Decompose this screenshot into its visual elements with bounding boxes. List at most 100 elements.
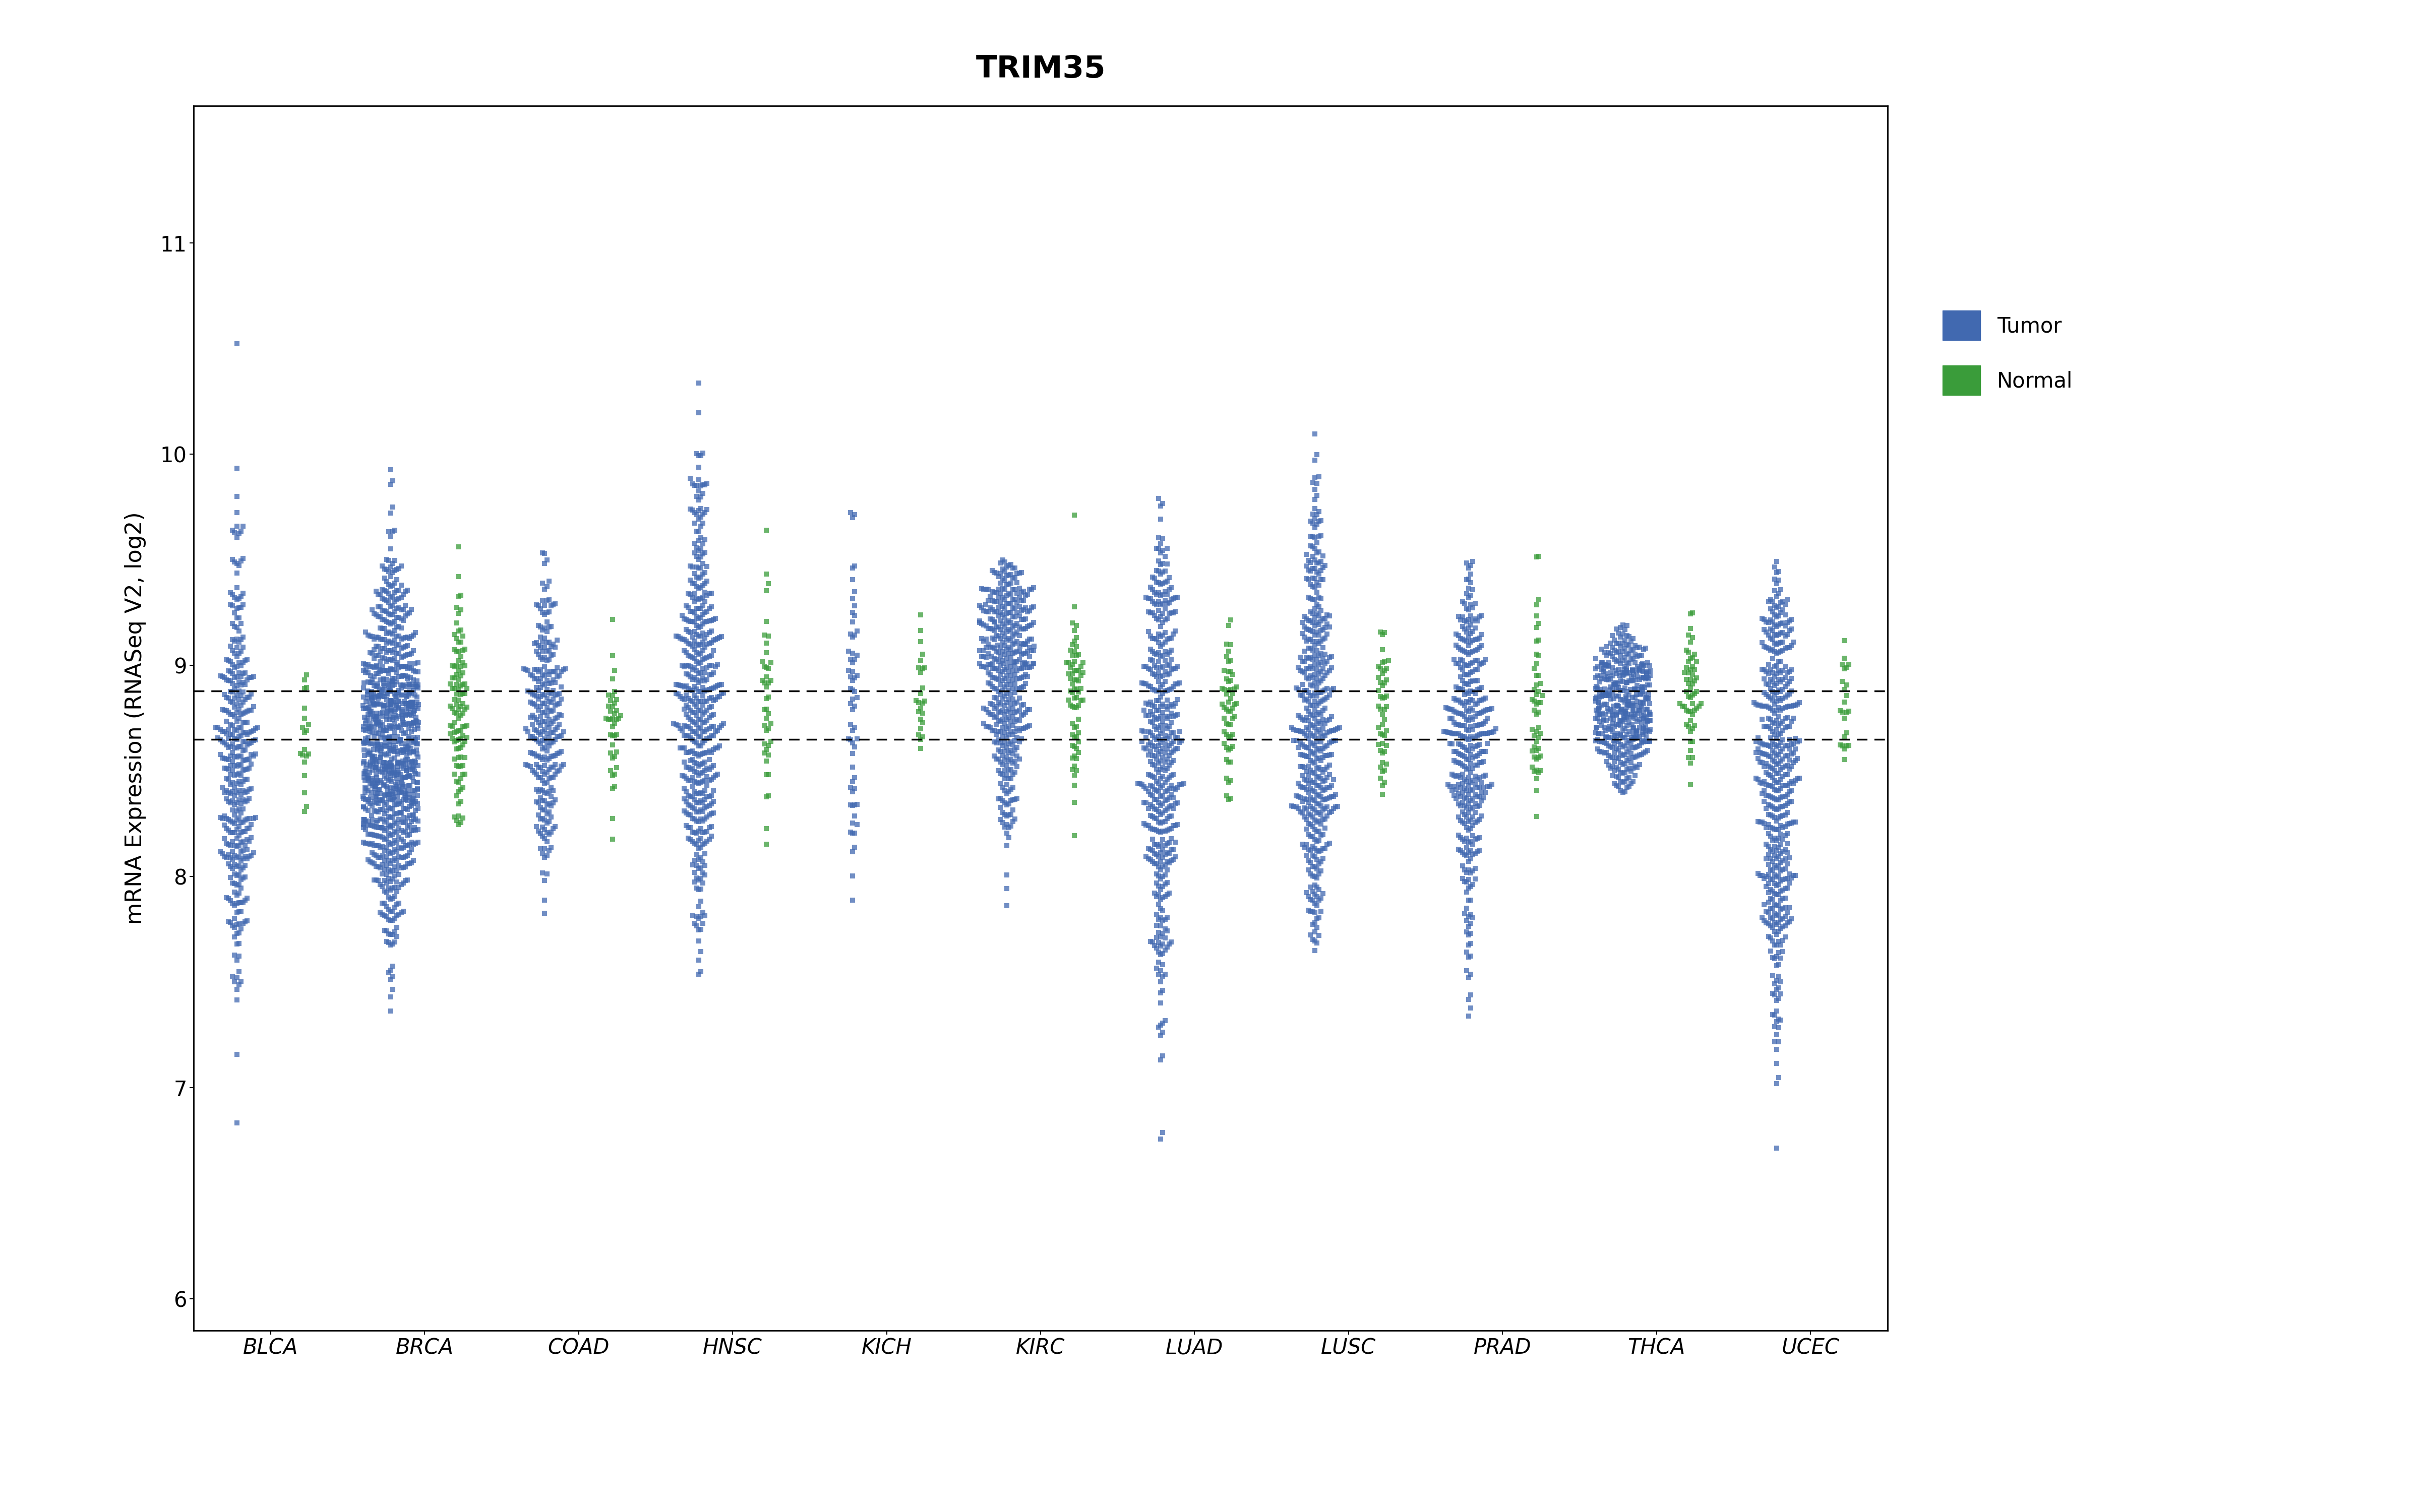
Point xyxy=(980,581,1019,605)
Point xyxy=(678,605,716,629)
Point xyxy=(1135,641,1174,665)
Point xyxy=(1602,750,1641,774)
Point xyxy=(1060,721,1099,745)
Point xyxy=(385,773,424,797)
Point xyxy=(1210,750,1249,774)
Point xyxy=(1137,833,1176,857)
Point xyxy=(1614,770,1653,794)
Point xyxy=(1007,596,1045,620)
Point xyxy=(1290,718,1329,742)
Point xyxy=(523,662,561,686)
Point xyxy=(203,776,242,800)
Point xyxy=(1435,721,1474,745)
Point xyxy=(346,689,385,714)
Point xyxy=(1672,671,1711,696)
Point xyxy=(227,685,266,709)
Point xyxy=(673,785,711,809)
Point xyxy=(348,767,387,791)
Point xyxy=(1612,677,1650,702)
Point xyxy=(1440,732,1479,756)
Point xyxy=(1759,930,1798,954)
Point xyxy=(356,854,394,878)
Point xyxy=(702,682,741,706)
Point xyxy=(220,724,259,748)
Point xyxy=(1140,661,1179,685)
Point xyxy=(365,730,404,754)
Point xyxy=(1767,753,1805,777)
Point xyxy=(1670,640,1709,664)
Point xyxy=(1609,736,1648,761)
Point xyxy=(1442,703,1481,727)
Point xyxy=(1287,744,1326,768)
Point xyxy=(1300,612,1338,637)
Point xyxy=(361,627,399,652)
Point xyxy=(658,714,697,738)
Point xyxy=(1752,726,1791,750)
Point xyxy=(344,652,382,676)
Point xyxy=(286,676,324,700)
Point xyxy=(682,641,721,665)
Point xyxy=(1462,700,1500,724)
Point xyxy=(1142,773,1181,797)
Point xyxy=(1764,697,1803,721)
Point xyxy=(1287,797,1326,821)
Point xyxy=(983,776,1021,800)
Point xyxy=(1133,649,1171,673)
Point xyxy=(390,765,428,789)
Point xyxy=(1007,662,1045,686)
Point xyxy=(394,711,433,735)
Point xyxy=(1515,689,1554,714)
Point xyxy=(690,696,728,720)
Point xyxy=(385,810,424,835)
Point xyxy=(213,547,252,572)
Point xyxy=(1150,640,1188,664)
Point xyxy=(1585,708,1624,732)
Point xyxy=(1290,709,1329,733)
Point xyxy=(1517,720,1556,744)
Point xyxy=(1440,677,1479,702)
Point xyxy=(1433,762,1471,786)
Point xyxy=(975,685,1014,709)
Point xyxy=(365,838,404,862)
Point xyxy=(1604,646,1643,670)
Point xyxy=(1588,653,1626,677)
Point xyxy=(1137,913,1176,937)
Point xyxy=(1290,823,1329,847)
Point xyxy=(361,658,399,682)
Point xyxy=(378,670,416,694)
Point xyxy=(213,871,252,895)
Point xyxy=(1292,587,1331,611)
Point xyxy=(1140,771,1179,795)
Point xyxy=(668,692,707,717)
Point xyxy=(392,656,431,680)
Point xyxy=(1767,866,1805,891)
Point xyxy=(1597,694,1636,718)
Point xyxy=(1290,699,1329,723)
Point xyxy=(595,702,634,726)
Point xyxy=(390,724,428,748)
Point xyxy=(363,677,402,702)
Point xyxy=(1297,729,1336,753)
Point xyxy=(368,853,407,877)
Point xyxy=(1147,643,1186,667)
Point xyxy=(1757,954,1796,978)
Point xyxy=(370,782,409,806)
Point xyxy=(225,844,264,868)
Point xyxy=(1145,750,1183,774)
Point xyxy=(215,880,254,904)
Point xyxy=(682,525,721,549)
Point xyxy=(1459,702,1498,726)
Point xyxy=(1585,741,1624,765)
Point xyxy=(900,656,939,680)
Point xyxy=(1752,627,1791,652)
Point xyxy=(1757,726,1796,750)
Point xyxy=(1053,733,1091,758)
Point xyxy=(346,730,385,754)
Point xyxy=(685,661,724,685)
Point xyxy=(1307,733,1346,758)
Point xyxy=(900,603,939,627)
Point xyxy=(370,750,409,774)
Point xyxy=(1142,709,1181,733)
Point xyxy=(1128,733,1166,758)
Point xyxy=(225,853,264,877)
